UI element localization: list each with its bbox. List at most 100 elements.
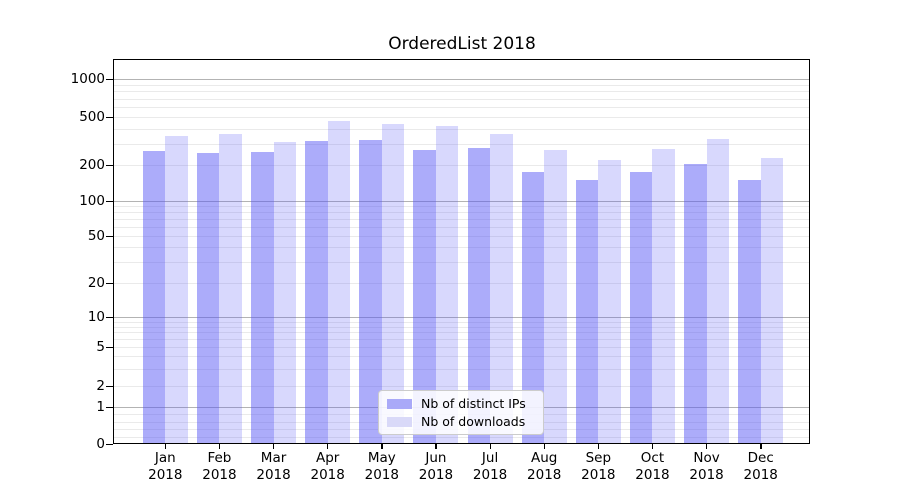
bar-downloads-apr [327,121,351,444]
bar-distinct-ips-may [359,139,382,444]
y-tick-label-2: 2 [96,378,105,394]
x-tick-mark-dec [760,444,762,449]
x-tick-label-nov: Nov 2018 [689,450,724,483]
legend-label-downloads: Nb of downloads [421,414,526,429]
gridline-minor-2 [113,386,810,387]
bar-downloads-sep [598,160,621,444]
bar-downloads-mar [273,142,297,444]
bar-downloads-aug [544,150,567,444]
gridline-minor-8 [113,326,810,328]
bar-distinct-ips-aug [521,171,545,444]
legend-item-distinct-ips: Nb of distinct IPs [387,396,535,411]
gridline-minor-80 [113,212,810,214]
bar-downloads-jun [435,126,459,444]
y-tick-label-5: 5 [96,339,105,355]
bar-downloads-feb [219,133,242,444]
y-tick-label-200: 200 [79,157,105,173]
y-tick-mark-1 [106,406,113,408]
x-tick-label-jul: Jul 2018 [472,450,508,483]
gridline-minor-300 [113,143,810,145]
x-tick-label-aug: Aug 2018 [527,450,562,483]
x-tick-mark-nov [706,444,708,449]
x-tick-label-apr: Apr 2018 [310,450,345,483]
y-tick-mark-500 [106,116,113,118]
y-tick-mark-1000 [106,78,113,80]
gridline-major-1000 [113,79,810,80]
y-tick-mark-20 [106,282,113,284]
x-tick-label-jan: Jan 2018 [148,450,183,483]
bar-downloads-dec [760,157,784,444]
y-tick-label-0: 0 [96,436,105,452]
y-tick-mark-50 [106,235,113,237]
x-tick-label-mar: Mar 2018 [256,450,291,483]
y-tick-mark-0 [106,443,113,445]
x-tick-label-jun: Jun 2018 [418,450,454,483]
plot-area: Nb of distinct IPs Nb of downloads [113,59,810,444]
gridline-minor-5 [113,347,810,348]
bar-downloads-may [381,123,405,444]
y-tick-label-1000: 1000 [70,71,105,87]
bar-distinct-ips-jun [413,150,436,444]
x-tick-mark-aug [543,444,545,449]
gridline-minor-40 [113,247,810,249]
bar-distinct-ips-jul [467,148,491,444]
y-tick-mark-5 [106,346,113,348]
bar-distinct-ips-mar [251,152,274,444]
gridline-minor-400 [113,128,810,130]
bar-distinct-ips-jan [142,151,166,444]
legend-swatch-distinct-ips [387,398,412,409]
x-tick-mark-oct [651,444,654,449]
legend-label-distinct-ips: Nb of distinct IPs [421,396,526,411]
legend-swatch-downloads [387,416,412,427]
gridline-minor-70 [113,219,810,220]
x-tick-label-feb: Feb 2018 [202,450,237,483]
gridline-minor-3 [113,368,810,370]
bar-distinct-ips-nov [684,163,707,444]
y-tick-mark-200 [106,164,113,166]
bar-distinct-ips-feb [196,153,220,444]
x-tick-mark-jun [435,444,437,449]
gridline-minor-700 [113,98,810,100]
bar-downloads-oct [652,149,675,444]
bar-distinct-ips-apr [305,141,328,444]
x-tick-mark-may [381,444,383,449]
gridline-minor-800 [113,91,810,93]
y-tick-label-1: 1 [96,399,105,415]
gridline-minor-6 [113,339,810,341]
gridline-major-100 [113,201,810,202]
gridline-minor-50 [113,236,810,237]
x-tick-label-oct: Oct 2018 [635,450,670,483]
gridline-minor-90 [113,206,810,208]
x-tick-mark-jan [164,444,167,449]
gridline-minor-600 [113,107,810,108]
y-tick-label-20: 20 [87,275,105,291]
bar-downloads-nov [706,138,730,444]
y-tick-label-100: 100 [79,193,105,209]
gridline-minor-900 [113,84,810,86]
bar-distinct-ips-dec [738,179,761,444]
x-tick-mark-sep [597,444,600,449]
x-tick-label-sep: Sep 2018 [581,450,616,483]
gridline-minor-0.2 [113,436,810,438]
x-tick-label-dec: Dec 2018 [743,450,778,483]
x-tick-mark-jul [489,444,491,449]
bar-distinct-ips-oct [629,171,653,444]
gridline-minor-4 [113,356,810,358]
y-tick-mark-2 [106,385,113,387]
gridline-minor-60 [113,226,810,228]
bar-downloads-jan [165,135,188,444]
bar-distinct-ips-sep [575,179,599,444]
y-tick-label-10: 10 [87,309,105,325]
y-tick-label-50: 50 [87,228,105,244]
chart-title: OrderedList 2018 [388,34,536,54]
x-tick-mark-feb [218,444,221,449]
legend: Nb of distinct IPs Nb of downloads [378,390,544,435]
x-tick-label-may: May 2018 [364,450,399,483]
x-tick-mark-apr [327,444,329,449]
bars-layer [113,59,810,444]
gridline-minor-7 [113,332,810,334]
x-tick-mark-mar [273,444,275,449]
gridline-minor-9 [113,321,810,323]
y-tick-mark-10 [106,316,113,318]
